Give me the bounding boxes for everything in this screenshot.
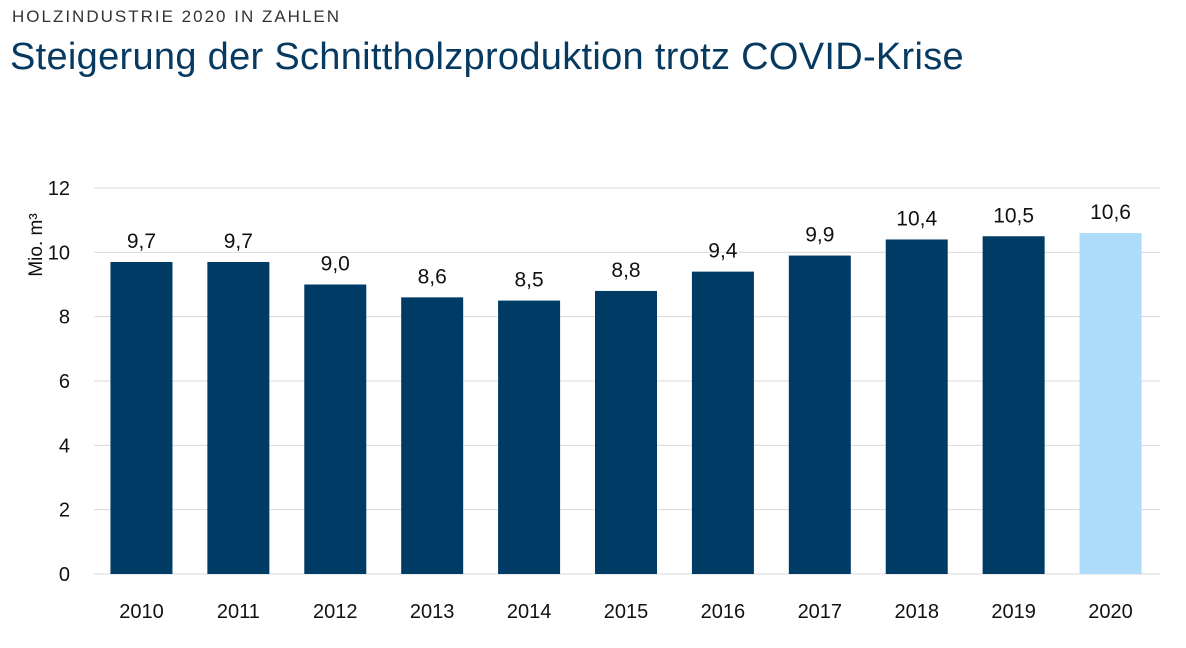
bar-2011 [207, 261, 270, 574]
bar-2015 [595, 290, 657, 574]
data-label-2017: 9,9 [805, 224, 834, 247]
chart-title: Steigerung der Schnittholzproduktion tro… [10, 36, 964, 78]
x-tick-label-2018: 2018 [894, 601, 939, 623]
x-tick-label-2015: 2015 [604, 601, 649, 623]
y-tick-label: 12 [48, 178, 70, 200]
data-label-2011: 9,7 [224, 230, 253, 253]
chart-kicker: HOLZINDUSTRIE 2020 IN ZAHLEN [12, 7, 342, 26]
bars [110, 233, 1142, 575]
x-tick-label-2016: 2016 [701, 601, 746, 623]
x-tick-label-2013: 2013 [410, 601, 455, 623]
x-axis-ticks: 2010 2011 2012 2013 2014 2015 2016 2017 2018 2019… [119, 601, 1133, 623]
data-labels: 9,7 9,7 9,0 8,6 8,5 8,8 9,4 9,9 10,4 10,5 10,6 [127, 201, 1131, 292]
data-label-2018: 10,4 [896, 207, 937, 230]
bar-2016 [691, 271, 754, 574]
data-label-2010: 9,7 [127, 230, 156, 253]
data-label-2020: 10,6 [1090, 201, 1131, 224]
y-tick-label: 4 [59, 435, 70, 457]
x-tick-label-2014: 2014 [507, 601, 552, 623]
x-tick-label-2011: 2011 [217, 601, 260, 623]
bar-2014 [498, 300, 561, 574]
bar-2018 [885, 239, 948, 574]
data-label-2015: 8,8 [611, 259, 640, 282]
y-tick-label: 10 [48, 242, 70, 264]
x-tick-label-2020: 2020 [1088, 601, 1133, 623]
bar-2010 [110, 261, 173, 574]
bar-2019 [982, 236, 1045, 574]
bar-2020 [1079, 233, 1142, 575]
y-tick-label: 6 [59, 371, 70, 393]
data-label-2012: 9,0 [321, 253, 350, 276]
y-axis-ticks: 0 2 4 6 8 10 12 [48, 178, 70, 586]
bar-2012 [304, 284, 367, 574]
x-tick-label-2017: 2017 [798, 601, 843, 623]
data-label-2014: 8,5 [514, 269, 543, 292]
y-tick-label: 8 [59, 307, 70, 329]
x-tick-label-2010: 2010 [119, 601, 164, 623]
y-tick-label: 2 [59, 500, 70, 522]
data-label-2013: 8,6 [418, 265, 447, 288]
bar-2013 [401, 297, 464, 574]
y-axis-label: Mio. m³ [26, 213, 47, 276]
data-label-2019: 10,5 [993, 204, 1034, 227]
bar-2017 [788, 255, 851, 575]
data-label-2016: 9,4 [708, 240, 738, 263]
x-tick-label-2012: 2012 [313, 601, 358, 623]
y-tick-label: 0 [59, 564, 70, 586]
x-tick-label-2019: 2019 [991, 601, 1036, 623]
